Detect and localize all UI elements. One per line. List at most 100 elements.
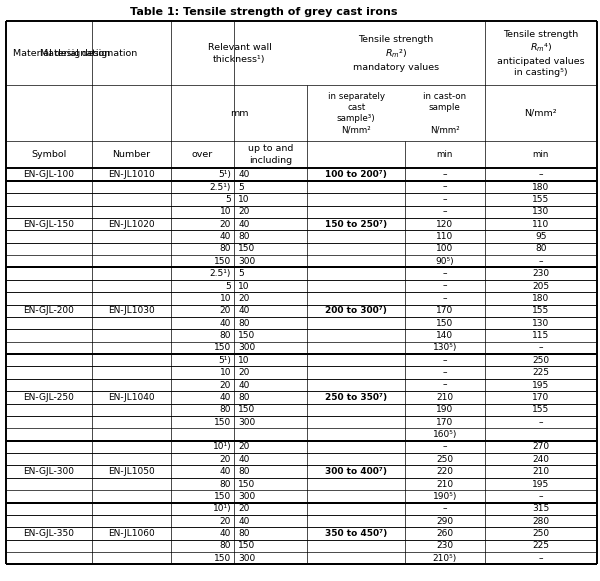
Text: 20: 20 bbox=[220, 455, 231, 464]
Text: –: – bbox=[443, 443, 447, 451]
Text: in separately
cast
sample³)
N/mm²: in separately cast sample³) N/mm² bbox=[328, 92, 385, 134]
Text: Material designation: Material designation bbox=[13, 49, 110, 58]
Text: –: – bbox=[539, 257, 543, 266]
Text: –: – bbox=[443, 356, 447, 365]
Text: 300 to 400⁷): 300 to 400⁷) bbox=[325, 467, 387, 476]
Text: –: – bbox=[443, 269, 447, 278]
Text: mm: mm bbox=[230, 109, 248, 117]
Text: 170: 170 bbox=[436, 418, 454, 426]
Text: 230: 230 bbox=[436, 541, 454, 550]
Text: 40: 40 bbox=[220, 467, 231, 476]
Text: –: – bbox=[443, 504, 447, 513]
Text: 10: 10 bbox=[220, 294, 231, 303]
Text: 290: 290 bbox=[436, 517, 454, 526]
Text: 220: 220 bbox=[436, 467, 454, 476]
Text: 150: 150 bbox=[214, 554, 231, 563]
Text: –: – bbox=[539, 492, 543, 501]
Text: 180: 180 bbox=[532, 182, 550, 192]
Text: Material designation: Material designation bbox=[40, 49, 137, 58]
Text: –: – bbox=[539, 418, 543, 426]
Text: 80: 80 bbox=[220, 245, 231, 253]
Text: 150: 150 bbox=[214, 257, 231, 266]
Text: 40: 40 bbox=[238, 306, 250, 315]
Text: 10: 10 bbox=[238, 356, 250, 365]
Text: –: – bbox=[443, 282, 447, 290]
Text: 10: 10 bbox=[220, 207, 231, 216]
Text: 110: 110 bbox=[532, 220, 550, 229]
Text: EN-GJL-250: EN-GJL-250 bbox=[23, 393, 74, 402]
Text: 80: 80 bbox=[220, 541, 231, 550]
Text: in cast-on
sample

N/mm²: in cast-on sample N/mm² bbox=[423, 92, 466, 134]
Text: 150: 150 bbox=[214, 492, 231, 501]
Text: 90⁵): 90⁵) bbox=[436, 257, 454, 266]
Text: 180: 180 bbox=[532, 294, 550, 303]
Text: 80: 80 bbox=[238, 467, 250, 476]
Text: 210⁵): 210⁵) bbox=[433, 554, 457, 563]
Text: 300: 300 bbox=[238, 492, 256, 501]
Text: 170: 170 bbox=[532, 393, 550, 402]
Text: 195: 195 bbox=[532, 479, 550, 489]
Text: 190: 190 bbox=[436, 406, 454, 414]
Text: –: – bbox=[443, 207, 447, 216]
Text: 225: 225 bbox=[532, 368, 550, 377]
Text: 40: 40 bbox=[220, 232, 231, 241]
Text: 95: 95 bbox=[535, 232, 547, 241]
Text: 80: 80 bbox=[220, 406, 231, 414]
Text: 20: 20 bbox=[238, 504, 250, 513]
Text: EN-JL1060: EN-JL1060 bbox=[108, 529, 155, 538]
Text: 40: 40 bbox=[238, 381, 250, 389]
Text: 155: 155 bbox=[532, 195, 550, 204]
Text: 40: 40 bbox=[238, 170, 250, 179]
Text: –: – bbox=[443, 381, 447, 389]
Text: EN-JL1040: EN-JL1040 bbox=[108, 393, 155, 402]
Text: 115: 115 bbox=[532, 331, 550, 340]
Text: 20: 20 bbox=[238, 294, 250, 303]
Text: 40: 40 bbox=[220, 319, 231, 328]
Text: 315: 315 bbox=[532, 504, 550, 513]
Text: –: – bbox=[443, 170, 447, 179]
Text: 200 to 300⁷): 200 to 300⁷) bbox=[325, 306, 387, 315]
Text: EN-GJL-300: EN-GJL-300 bbox=[23, 467, 74, 476]
Text: 80: 80 bbox=[220, 331, 231, 340]
Text: –: – bbox=[539, 343, 543, 353]
Text: EN-JL1010: EN-JL1010 bbox=[108, 170, 155, 179]
Text: 5: 5 bbox=[238, 269, 244, 278]
Text: 80: 80 bbox=[220, 479, 231, 489]
Text: 280: 280 bbox=[532, 517, 550, 526]
Text: 160⁵): 160⁵) bbox=[433, 430, 457, 439]
Text: 250: 250 bbox=[532, 529, 550, 538]
Text: 110: 110 bbox=[436, 232, 454, 241]
Text: 140: 140 bbox=[436, 331, 454, 340]
Text: 300: 300 bbox=[238, 343, 256, 353]
Text: 120: 120 bbox=[436, 220, 454, 229]
Text: EN-JL1050: EN-JL1050 bbox=[108, 467, 155, 476]
Text: 20: 20 bbox=[220, 517, 231, 526]
Text: 40: 40 bbox=[238, 517, 250, 526]
Text: 150: 150 bbox=[238, 406, 256, 414]
Text: 230: 230 bbox=[532, 269, 550, 278]
Text: 150: 150 bbox=[238, 245, 256, 253]
Text: 150: 150 bbox=[238, 541, 256, 550]
Text: Table 1: Tensile strength of grey cast irons: Table 1: Tensile strength of grey cast i… bbox=[130, 7, 398, 17]
Text: Number: Number bbox=[113, 150, 151, 159]
Text: Tensile strength
$R_m$²)
mandatory values: Tensile strength $R_m$²) mandatory value… bbox=[353, 35, 439, 71]
Text: –: – bbox=[539, 170, 543, 179]
Text: Symbol: Symbol bbox=[31, 150, 67, 159]
Text: –: – bbox=[443, 368, 447, 377]
Text: 300: 300 bbox=[238, 418, 256, 426]
Text: min: min bbox=[533, 150, 549, 159]
Text: 155: 155 bbox=[532, 306, 550, 315]
Text: 20: 20 bbox=[238, 443, 250, 451]
Text: 80: 80 bbox=[238, 393, 250, 402]
Text: –: – bbox=[443, 182, 447, 192]
Text: 150: 150 bbox=[238, 331, 256, 340]
Text: over: over bbox=[192, 150, 213, 159]
Text: 155: 155 bbox=[532, 406, 550, 414]
Text: 250 to 350⁷): 250 to 350⁷) bbox=[325, 393, 387, 402]
Text: 150 to 250⁷): 150 to 250⁷) bbox=[325, 220, 387, 229]
Text: 210: 210 bbox=[532, 467, 550, 476]
Text: 350 to 450⁷): 350 to 450⁷) bbox=[325, 529, 387, 538]
Text: –: – bbox=[539, 554, 543, 563]
Text: 270: 270 bbox=[532, 443, 550, 451]
Text: 20: 20 bbox=[220, 220, 231, 229]
